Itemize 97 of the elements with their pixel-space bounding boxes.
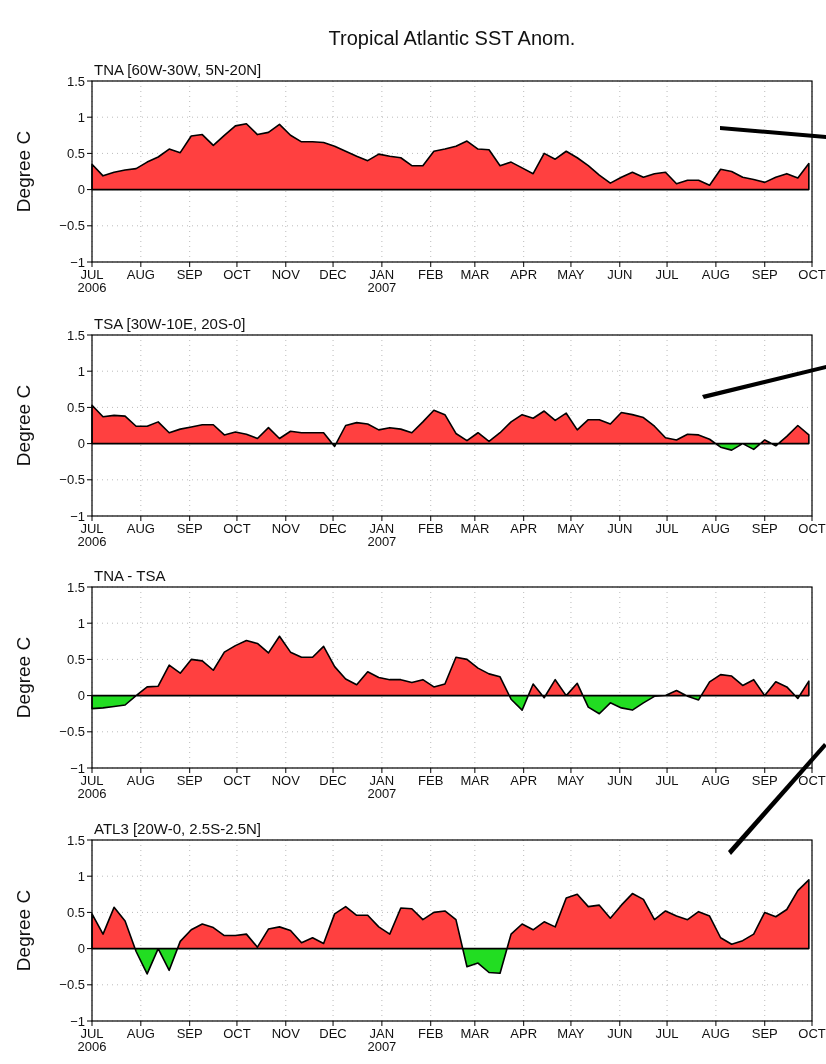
- x-tick-label: NOV: [271, 521, 301, 536]
- x-tick-label: AUG: [126, 521, 155, 536]
- y-tick-label: 1: [77, 615, 85, 631]
- x-tick-label: DEC: [319, 773, 347, 788]
- y-tick-label: 0: [77, 688, 85, 704]
- x-tick-label: MAY: [557, 773, 585, 788]
- x-tick-label: FEB: [418, 773, 444, 788]
- y-axis-title: Degree C: [13, 889, 34, 972]
- x-tick-label: JUL 2006: [77, 1026, 107, 1054]
- x-tick-label: AUG: [701, 773, 730, 788]
- y-tick-label: 0.5: [66, 145, 85, 161]
- x-tick-label: NOV: [271, 267, 301, 282]
- x-tick-label: OCT: [798, 1026, 826, 1041]
- x-tick-label: MAR: [460, 773, 490, 788]
- y-tick-label: 1: [77, 868, 85, 884]
- x-tick-label: SEP: [751, 521, 778, 536]
- y-tick-label: 1: [77, 109, 85, 125]
- x-tick-label: JAN 2007: [367, 521, 397, 549]
- y-tick-label: 0: [77, 182, 85, 198]
- y-tick-label: −0.5: [59, 724, 85, 740]
- y-tick-label: 0.5: [66, 651, 85, 667]
- x-tick-label: JUL 2006: [77, 521, 107, 549]
- x-tick-label: DEC: [319, 521, 347, 536]
- chart-subtitle: TNA - TSA: [94, 567, 166, 584]
- x-tick-label: MAY: [557, 521, 585, 536]
- y-tick-label: −1: [70, 760, 85, 776]
- x-tick-label: SEP: [176, 267, 203, 282]
- chart-subtitle: TSA [30W-10E, 20S-0]: [94, 315, 246, 332]
- x-tick-label: OCT: [223, 267, 251, 282]
- x-tick-label: DEC: [319, 1026, 347, 1041]
- x-tick-label: MAY: [557, 1026, 585, 1041]
- y-tick-label: 1.5: [66, 832, 85, 848]
- x-tick-label: AUG: [701, 1026, 730, 1041]
- x-tick-label: FEB: [418, 521, 444, 536]
- x-tick-label: JUL: [655, 267, 679, 282]
- x-tick-label: OCT: [798, 267, 826, 282]
- x-tick-label: OCT: [223, 1026, 251, 1041]
- x-tick-label: JUN: [607, 773, 633, 788]
- x-tick-label: JAN 2007: [367, 267, 397, 295]
- y-tick-label: 0.5: [66, 904, 85, 920]
- chart-subtitle: ATL3 [20W-0, 2.5S-2.5N]: [94, 820, 262, 837]
- y-axis-title: Degree C: [13, 130, 34, 213]
- x-tick-label: APR: [510, 773, 538, 788]
- x-tick-label: JUL 2006: [77, 773, 107, 801]
- x-tick-label: FEB: [418, 1026, 444, 1041]
- x-tick-label: MAR: [460, 267, 490, 282]
- x-tick-label: JUL: [655, 1026, 679, 1041]
- y-tick-label: 0: [77, 436, 85, 452]
- x-tick-label: APR: [510, 267, 538, 282]
- y-tick-label: 1: [77, 363, 85, 379]
- x-tick-label: FEB: [418, 267, 444, 282]
- x-tick-label: JUL 2006: [77, 267, 107, 295]
- x-tick-label: JUN: [607, 267, 633, 282]
- y-tick-label: 1.5: [66, 73, 85, 89]
- x-tick-label: AUG: [126, 773, 155, 788]
- x-tick-label: SEP: [751, 773, 778, 788]
- y-tick-label: 0: [77, 941, 85, 957]
- x-tick-label: MAR: [460, 521, 490, 536]
- x-tick-label: MAY: [557, 267, 585, 282]
- chart-subtitle: TNA [60W-30W, 5N-20N]: [94, 61, 262, 78]
- x-tick-label: JUN: [607, 521, 633, 536]
- y-tick-label: 1.5: [66, 579, 85, 595]
- y-tick-label: −0.5: [59, 977, 85, 993]
- x-tick-label: DEC: [319, 267, 347, 282]
- x-tick-label: SEP: [176, 773, 203, 788]
- x-tick-label: AUG: [701, 521, 730, 536]
- x-tick-label: JUL: [655, 773, 679, 788]
- x-tick-label: MAR: [460, 1026, 490, 1041]
- x-tick-label: OCT: [798, 773, 826, 788]
- y-axis-title: Degree C: [13, 636, 34, 719]
- x-tick-label: SEP: [751, 1026, 778, 1041]
- chart-title: Tropical Atlantic SST Anom.: [328, 27, 576, 49]
- x-tick-label: OCT: [223, 521, 251, 536]
- x-tick-label: SEP: [751, 267, 778, 282]
- x-tick-label: OCT: [798, 521, 826, 536]
- x-tick-label: AUG: [126, 267, 155, 282]
- y-tick-label: −0.5: [59, 472, 85, 488]
- x-tick-label: AUG: [126, 1026, 155, 1041]
- x-tick-label: JUN: [607, 1026, 633, 1041]
- y-tick-label: 1.5: [66, 327, 85, 343]
- x-tick-label: JUL: [655, 521, 679, 536]
- y-tick-label: 0.5: [66, 399, 85, 415]
- x-tick-label: AUG: [701, 267, 730, 282]
- x-tick-label: SEP: [176, 521, 203, 536]
- y-axis-title: Degree C: [13, 384, 34, 467]
- x-tick-label: APR: [510, 1026, 538, 1041]
- y-tick-label: −1: [70, 508, 85, 524]
- x-tick-label: APR: [510, 521, 538, 536]
- x-tick-label: JAN 2007: [367, 1026, 397, 1054]
- x-tick-label: SEP: [176, 1026, 203, 1041]
- x-tick-label: JAN 2007: [367, 773, 397, 801]
- y-tick-label: −0.5: [59, 218, 85, 234]
- x-tick-label: OCT: [223, 773, 251, 788]
- y-tick-label: −1: [70, 1013, 85, 1029]
- x-tick-label: NOV: [271, 773, 301, 788]
- x-tick-label: NOV: [271, 1026, 301, 1041]
- y-tick-label: −1: [70, 254, 85, 270]
